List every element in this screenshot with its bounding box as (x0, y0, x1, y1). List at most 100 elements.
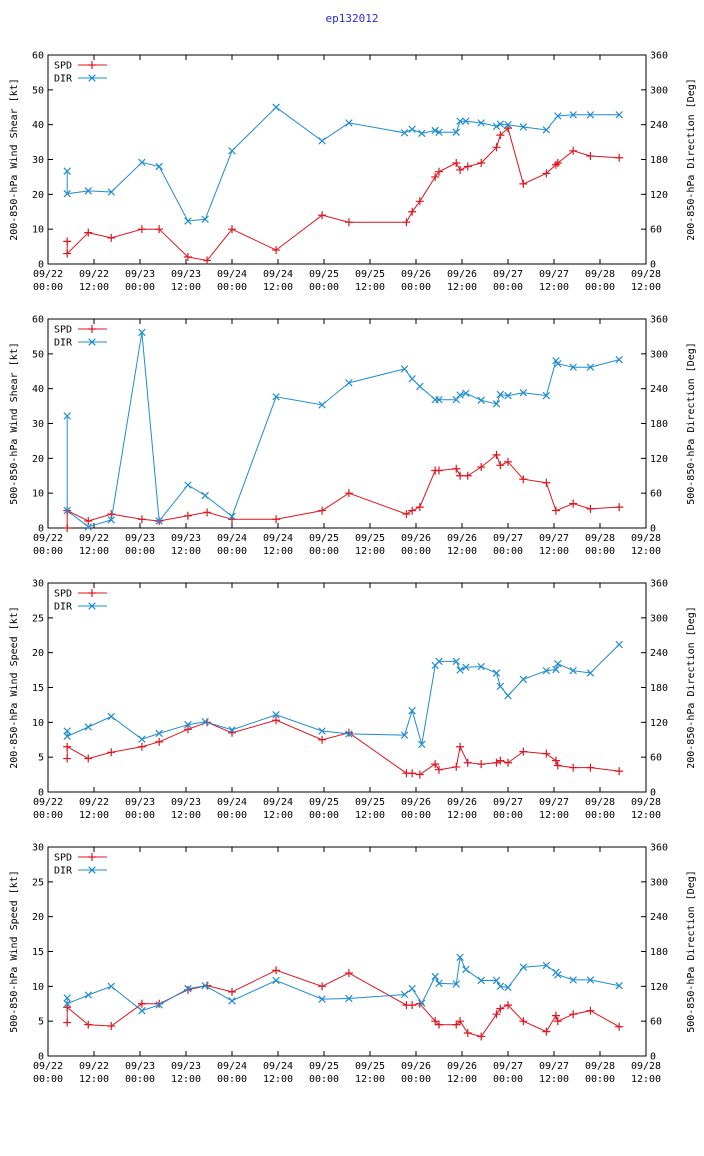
spd-point (435, 167, 443, 176)
spd-point (569, 1010, 578, 1019)
y2-tick-label: 360 (650, 315, 668, 326)
y-tick-label: 20 (32, 912, 44, 923)
spd-point (551, 160, 560, 169)
dir-point (228, 512, 236, 521)
legend-label-dir: DIR (54, 602, 73, 613)
x-tick-label-time: 00:00 (217, 546, 247, 557)
y-tick-label: 50 (32, 349, 44, 360)
dir-point (228, 147, 236, 155)
dir-point (400, 365, 409, 373)
dir-point (586, 669, 595, 677)
dir-point (554, 112, 562, 120)
dir-point (400, 731, 409, 739)
dir-point (456, 666, 464, 674)
dir-point (456, 117, 464, 125)
x-tick-label-date: 09/24 (263, 533, 293, 544)
dir-point (586, 111, 595, 119)
y-tick-label: 0 (38, 1052, 44, 1063)
dir-point (184, 720, 192, 729)
y2-tick-label: 120 (650, 982, 668, 993)
x-tick-label-date: 09/26 (447, 269, 477, 280)
spd-point (107, 748, 116, 757)
dir-point (184, 217, 192, 225)
spd-point (107, 233, 116, 242)
x-tick-label-time: 12:00 (355, 1074, 385, 1085)
y-tick-label: 15 (32, 683, 44, 694)
dir-point (63, 190, 71, 198)
spd-point (553, 1017, 562, 1026)
dir-point (456, 391, 464, 399)
dir-point (492, 400, 501, 408)
x-tick-label-date: 09/24 (263, 797, 293, 808)
dir-point (569, 666, 577, 675)
dir-point (456, 953, 464, 962)
y2-axis-label: 200-850-hPa Direction [Deg] (686, 606, 697, 769)
spd-point (431, 760, 440, 769)
y2-tick-label: 240 (650, 912, 668, 923)
spd-point (415, 503, 424, 512)
x-tick-label-time: 12:00 (539, 1074, 569, 1085)
x-tick-label-time: 00:00 (309, 282, 339, 293)
spd-point (551, 506, 560, 515)
spd-point (586, 504, 595, 513)
x-tick-label-date: 09/23 (125, 533, 155, 544)
x-tick-label-date: 09/24 (217, 533, 247, 544)
dir-point (519, 675, 528, 684)
dir-point (318, 995, 326, 1003)
x-tick-label-date: 09/25 (355, 1061, 385, 1072)
dir-point (272, 103, 280, 111)
spd-point (519, 747, 528, 756)
x-tick-label-time: 12:00 (79, 546, 109, 557)
spd-point (431, 1017, 440, 1026)
dir-point (504, 120, 512, 129)
spd-point (553, 761, 562, 770)
x-tick-label-time: 00:00 (33, 810, 63, 821)
dir-point (496, 390, 505, 399)
x-tick-label-date: 09/28 (585, 269, 615, 280)
y2-tick-label: 180 (650, 155, 668, 166)
spd-point (318, 982, 327, 991)
x-tick-label-time: 12:00 (631, 1074, 661, 1085)
dir-point (272, 976, 280, 985)
y-tick-label: 30 (32, 579, 44, 590)
x-tick-label-time: 12:00 (355, 546, 385, 557)
y2-tick-label: 180 (650, 947, 668, 958)
x-tick-label-date: 09/26 (401, 797, 431, 808)
dir-point (84, 187, 92, 195)
spd-point (107, 510, 116, 519)
x-tick-label-date: 09/24 (263, 1061, 293, 1072)
legend-label-spd: SPD (54, 61, 72, 72)
y-tick-label: 50 (32, 85, 44, 96)
spd-point (456, 1017, 465, 1026)
dir-point (138, 735, 146, 743)
spd-point (431, 172, 440, 181)
series-line-spd (66, 127, 620, 262)
spd-point (435, 466, 443, 475)
spd-point (344, 218, 353, 227)
spd-point (63, 1018, 72, 1027)
dir-point (569, 363, 577, 371)
spd-point (402, 218, 411, 227)
dir-point (496, 982, 505, 991)
spd-point (63, 742, 72, 751)
x-tick-label-time: 00:00 (309, 1074, 339, 1085)
y-tick-label: 0 (38, 524, 44, 535)
spd-point (63, 524, 72, 532)
x-tick-label-time: 00:00 (401, 1074, 431, 1085)
dir-point (184, 481, 192, 489)
x-tick-label-date: 09/22 (33, 1061, 63, 1072)
spd-point (228, 225, 236, 234)
x-tick-label-date: 09/24 (217, 1061, 247, 1072)
x-tick-label-time: 12:00 (263, 1074, 293, 1085)
y2-tick-label: 60 (650, 1017, 662, 1028)
spd-point (477, 760, 486, 769)
spd-point (344, 489, 353, 498)
dir-point (586, 363, 595, 371)
dir-point (138, 158, 146, 167)
spd-point (551, 1011, 560, 1020)
dir-point (435, 395, 443, 404)
spd-point (615, 503, 624, 512)
x-tick-label-time: 00:00 (585, 282, 615, 293)
spd-point (228, 987, 236, 996)
x-tick-label-time: 00:00 (125, 810, 155, 821)
